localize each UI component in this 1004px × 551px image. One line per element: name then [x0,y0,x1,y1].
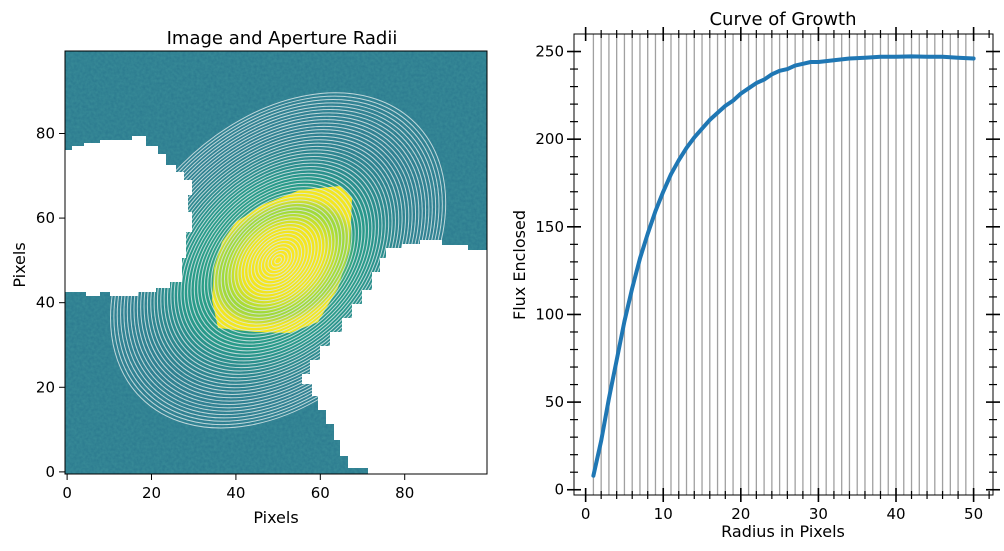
growth-x-tick-label: 50 [964,505,983,523]
aperture-ellipse [180,162,376,359]
aperture-ellipse [237,219,319,302]
growth-frame [573,33,994,496]
aperture-ellipse [247,229,309,292]
image-x-tick-label: 20 [142,484,161,502]
curve-of-growth-line [591,54,976,478]
aperture-ellipse [183,166,373,355]
growth-x-tick-label: 0 [581,505,591,523]
aperture-ellipse [240,223,316,298]
image-frame [64,50,488,475]
growth-x-tick-label: 30 [809,505,828,523]
growth-plot-area [591,34,976,495]
image-y-axis-label: Pixels [10,242,29,287]
mask-region-lower-right [302,240,487,474]
aperture-ellipse [274,256,282,265]
image-y-tick-label: 40 [36,294,55,312]
aperture-ellipse [220,202,336,318]
aperture-ellipse [173,156,383,365]
growth-y-tick-label: 250 [535,43,564,61]
image-x-ticks: 0 20 40 60 80 [62,474,414,502]
aperture-ellipse [203,186,353,335]
aperture-ellipse [200,182,356,338]
radius-marker-lines [592,34,975,495]
aperture-ellipse [257,239,299,281]
image-panel: Image and Aperture Radii 0 20 40 60 80 0 20 40… [10,28,488,527]
image-x-tick-label: 60 [311,484,330,502]
image-y-tick-label: 80 [36,124,55,142]
growth-x-tick-label: 10 [654,505,673,523]
growth-y-axis-label: Flux Enclosed [510,210,529,320]
aperture-ellipse [213,196,343,325]
aperture-ellipse [187,169,370,352]
aperture-ellipse [270,253,286,268]
image-x-tick-label: 0 [62,484,72,502]
image-y-tick-label: 0 [45,463,55,481]
growth-panel-title: Curve of Growth [709,9,856,30]
image-x-tick-label: 40 [226,484,245,502]
aperture-ellipse [267,249,289,271]
aperture-ellipse [223,206,333,315]
image-y-ticks: 0 20 40 60 80 [36,124,65,481]
aperture-ellipse [260,243,296,278]
growth-y-tick-label: 50 [545,393,564,411]
image-y-tick-label: 60 [36,209,55,227]
image-panel-title: Image and Aperture Radii [167,28,398,49]
image-y-tick-label: 20 [36,378,55,396]
aperture-ellipse [264,246,293,275]
aperture-ellipse [254,236,303,285]
aperture-ellipse [177,159,380,362]
image-plot-area [65,51,487,474]
aperture-ellipse [244,226,313,295]
mask-region-upper-left [65,136,192,296]
aperture-ellipse [217,199,339,322]
image-x-axis-label: Pixels [253,508,298,527]
growth-y-ticks: 0 50 100 150 200 250 [535,43,1000,499]
aperture-ellipse [190,172,366,349]
aperture-ellipse [197,179,360,342]
growth-panel: Curve of Growth 0 10 20 30 40 50 0 50 100 150 200… [510,9,1000,541]
aperture-ellipse [170,152,386,369]
aperture-ellipse [193,176,363,345]
growth-y-tick-label: 200 [535,130,564,148]
growth-x-tick-label: 40 [886,505,905,523]
aperture-ellipse [250,233,306,288]
growth-x-tick-label: 20 [731,505,750,523]
growth-x-axis-label: Radius in Pixels [721,522,845,541]
aperture-ellipse [167,149,390,372]
aperture-ellipse [227,209,329,312]
aperture-ellipse [234,216,323,305]
aperture-ellipse [210,192,346,328]
growth-x-ticks: 0 10 20 30 40 50 [581,27,990,523]
growth-y-tick-label: 100 [535,305,564,323]
growth-y-tick-label: 150 [535,218,564,236]
growth-y-tick-label: 0 [554,481,564,499]
aperture-ellipse [230,212,326,308]
image-x-tick-label: 80 [395,484,414,502]
aperture-ellipse [207,189,349,332]
